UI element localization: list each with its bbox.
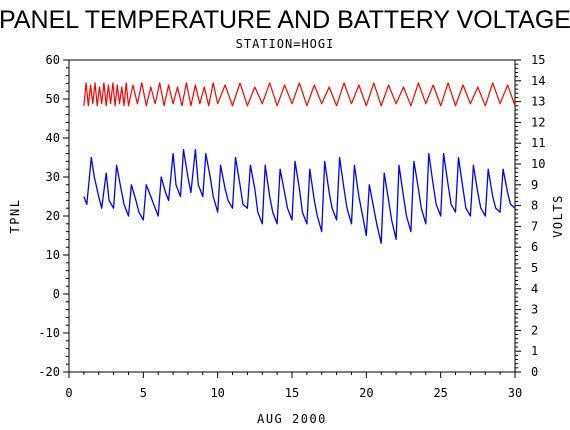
y2-tick-label: 10 [531,157,545,171]
chart-subtitle: STATION=HOGI [236,37,335,51]
axis-ticks: 0 5 10 15 20 25 30-20-100102030405060012345678… [38,53,545,400]
x-tick-label: 30 [508,386,522,400]
y2-tick-label: 4 [531,282,538,296]
y-tick-label: -10 [38,326,60,340]
x-tick-label: 5 [140,386,147,400]
y-tick-label: 60 [46,53,60,67]
y2-tick-label: 9 [531,178,538,192]
y2-tick-label: 3 [531,303,538,317]
y2-tick-label: 5 [531,261,538,275]
x-axis-label: AUG 2000 [257,412,327,426]
y2-axis-label: VOLTS [551,194,565,238]
x-tick-label: 20 [359,386,373,400]
y2-tick-label: 2 [531,323,538,337]
x-tick-label: 0 [65,386,72,400]
y2-tick-label: 15 [531,53,545,67]
y-tick-label: -20 [38,365,60,379]
x-tick-label: 25 [433,386,447,400]
panel-temperature-line [83,149,516,244]
y-tick-label: 50 [46,92,60,106]
y-tick-label: 10 [46,248,60,262]
y-tick-label: 40 [46,131,60,145]
y-axis-label: TPNL [8,199,22,234]
y2-tick-label: 12 [531,115,545,129]
y2-tick-label: 13 [531,95,545,109]
y2-tick-label: 7 [531,219,538,233]
y2-tick-label: 1 [531,344,538,358]
y-tick-label: 30 [46,170,60,184]
series-layer [83,82,516,244]
chart-title: PANEL TEMPERATURE AND BATTERY VOLTAGE [0,6,570,34]
y-tick-label: 0 [53,287,60,301]
x-tick-label: 10 [210,386,224,400]
y2-tick-label: 6 [531,240,538,254]
y2-tick-label: 14 [531,74,545,88]
y-tick-label: 20 [46,209,60,223]
x-tick-label: 15 [285,386,299,400]
battery-voltage-line [83,82,516,107]
y2-tick-label: 0 [531,365,538,379]
y2-tick-label: 8 [531,199,538,213]
y2-tick-label: 11 [531,136,545,150]
